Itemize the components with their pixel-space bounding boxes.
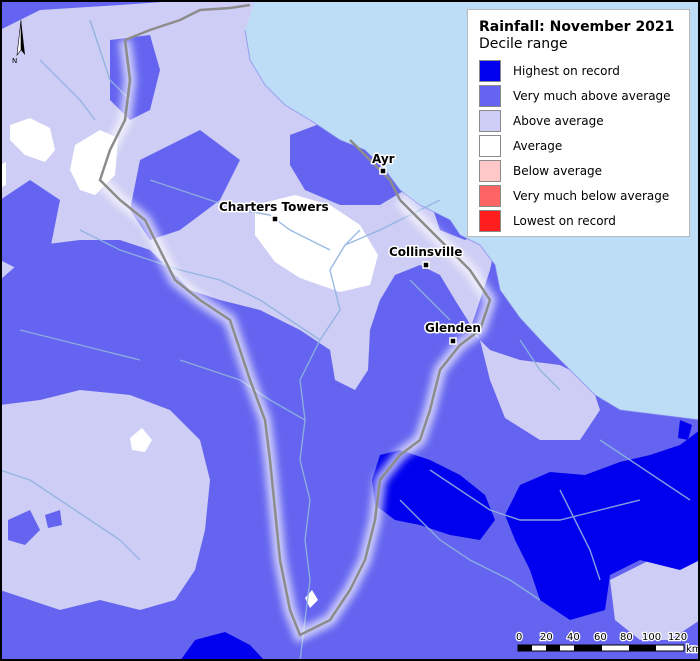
- legend-swatch: [479, 59, 501, 82]
- town-label-collinsville: Collinsville: [389, 245, 462, 259]
- legend-item: Lowest on record: [479, 208, 679, 233]
- scale-unit: km: [686, 644, 700, 655]
- legend-swatch: [479, 209, 501, 232]
- legend-item-label: Highest on record: [513, 63, 620, 78]
- town-label-ayr: Ayr: [372, 152, 395, 166]
- legend-item: Average: [479, 133, 679, 158]
- region-above-average-west: [0, 390, 210, 610]
- region-highest-south: [180, 632, 265, 661]
- north-arrow: N: [12, 19, 25, 65]
- legend-items: Highest on record Very much above average…: [479, 58, 679, 233]
- town-ayr[interactable]: Ayr: [371, 151, 396, 175]
- legend-item-label: Below average: [513, 163, 603, 178]
- scale-tick-40: 40: [567, 632, 580, 643]
- town-label-charters-towers: Charters Towers: [219, 200, 329, 214]
- scale-tick-100: 100: [642, 632, 661, 643]
- legend-item: Above average: [479, 108, 679, 133]
- coastline: [244, 29, 700, 421]
- legend-item: Below average: [479, 158, 679, 183]
- scale-bar: 0 20 40 60 80 100 120 km: [515, 631, 700, 657]
- region-average-northwest-1: [10, 118, 55, 162]
- legend-item: Very much below average: [479, 183, 679, 208]
- legend-swatch: [479, 159, 501, 182]
- rivers: [0, 19, 691, 661]
- scale-tick-80: 80: [620, 632, 633, 643]
- scale-tick-0: 0: [516, 632, 522, 643]
- towns: Ayr Charters Towers Collinsville Glenden: [218, 151, 482, 345]
- legend-item: Very much above average: [479, 83, 679, 108]
- region-highest-east: [505, 430, 700, 620]
- legend-swatch: [479, 134, 501, 157]
- legend-item-label: Very much below average: [513, 188, 670, 203]
- town-marker: [379, 167, 387, 175]
- legend-item-label: Above average: [513, 113, 604, 128]
- town-glenden[interactable]: Glenden: [424, 320, 482, 345]
- legend-subtitle: Decile range: [479, 36, 568, 52]
- town-marker: [422, 261, 430, 269]
- legend-item: Highest on record: [479, 58, 679, 83]
- scale-tick-20: 20: [540, 632, 553, 643]
- town-collinsville[interactable]: Collinsville: [388, 244, 464, 269]
- legend-item-label: Very much above average: [513, 88, 671, 103]
- legend-swatch: [479, 109, 501, 132]
- legend-swatch: [479, 184, 501, 207]
- region-average-west-spot: [130, 428, 152, 452]
- scale-tick-120: 120: [668, 632, 687, 643]
- north-arrow-label: N: [12, 57, 17, 65]
- legend-item-label: Lowest on record: [513, 213, 616, 228]
- legend-title: Rainfall: November 2021: [479, 19, 675, 35]
- town-marker: [271, 215, 279, 223]
- town-charters-towers[interactable]: Charters Towers: [218, 199, 330, 223]
- legend: Rainfall: November 2021 Decile range Hig…: [467, 9, 690, 237]
- north-arrow-icon: [21, 20, 25, 55]
- town-marker: [449, 337, 457, 345]
- town-label-glenden: Glenden: [425, 321, 481, 335]
- islands-water: [327, 125, 333, 131]
- highest-on-record-regions: [180, 420, 700, 661]
- scale-tick-60: 60: [594, 632, 607, 643]
- legend-swatch: [479, 84, 501, 107]
- region-highest-central: [372, 450, 495, 540]
- legend-item-label: Average: [513, 138, 563, 153]
